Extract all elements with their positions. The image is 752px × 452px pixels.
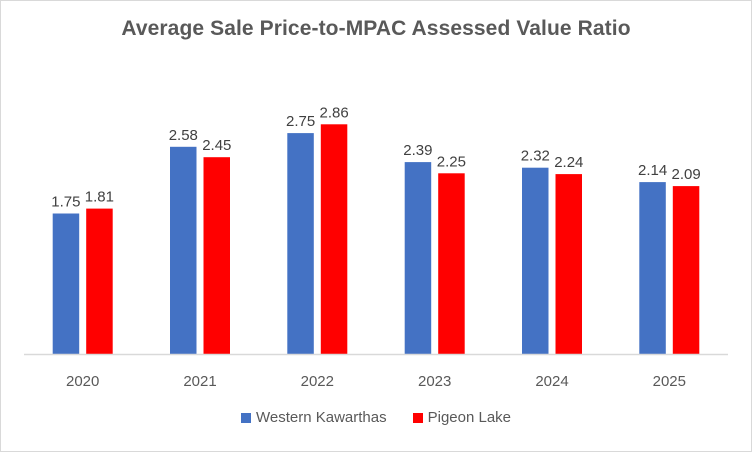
data-label-western-kawarthas-2022: 2.75 <box>286 113 315 130</box>
legend-swatch-western-kawarthas <box>240 412 251 423</box>
legend-label: Western Kawarthas <box>255 409 387 426</box>
bar-pigeon-lake-2022 <box>320 124 348 354</box>
data-label-pigeon-lake-2024: 2.24 <box>554 154 583 171</box>
legend: Western Kawarthas Pigeon Lake <box>0 409 752 426</box>
data-label-pigeon-lake-2025: 2.09 <box>671 166 700 183</box>
data-label-western-kawarthas-2025: 2.14 <box>638 162 667 179</box>
bar-pigeon-lake-2020 <box>86 208 113 354</box>
data-label-pigeon-lake-2023: 2.25 <box>437 153 466 170</box>
legend-item-pigeon-lake: Pigeon Lake <box>412 409 512 426</box>
x-tick-label-2023: 2023 <box>418 373 451 390</box>
bar-pigeon-lake-2024 <box>555 174 582 354</box>
bar-pigeon-lake-2023 <box>438 173 465 354</box>
chart-title: Average Sale Price-to-MPAC Assessed Valu… <box>121 17 631 40</box>
x-tick-label-2020: 2020 <box>66 373 99 390</box>
data-label-western-kawarthas-2023: 2.39 <box>403 142 432 159</box>
x-tick-label-2021: 2021 <box>183 373 216 390</box>
bar-pigeon-lake-2021 <box>203 157 230 354</box>
legend-item-western-kawarthas: Western Kawarthas <box>240 409 387 426</box>
legend-label: Pigeon Lake <box>427 409 512 426</box>
bar-pigeon-lake-2025 <box>672 186 700 354</box>
x-tick-label-2025: 2025 <box>653 373 686 390</box>
data-label-pigeon-lake-2022: 2.86 <box>319 104 348 121</box>
x-tick-label-2024: 2024 <box>535 373 568 390</box>
bar-western-kawarthas-2025 <box>639 182 666 354</box>
bar-western-kawarthas-2020 <box>52 213 80 354</box>
legend-swatch-pigeon-lake <box>412 412 423 423</box>
bar-western-kawarthas-2023 <box>404 162 432 354</box>
x-tick-label-2022: 2022 <box>301 373 334 390</box>
data-label-western-kawarthas-2021: 2.58 <box>169 127 198 144</box>
bar-western-kawarthas-2024 <box>522 167 549 354</box>
data-label-pigeon-lake-2020: 1.81 <box>85 189 114 206</box>
data-label-pigeon-lake-2021: 2.45 <box>202 137 231 154</box>
data-label-western-kawarthas-2024: 2.32 <box>521 148 550 165</box>
bar-western-kawarthas-2021 <box>170 146 197 354</box>
bar-western-kawarthas-2022 <box>287 133 314 354</box>
data-label-western-kawarthas-2020: 1.75 <box>51 194 80 211</box>
